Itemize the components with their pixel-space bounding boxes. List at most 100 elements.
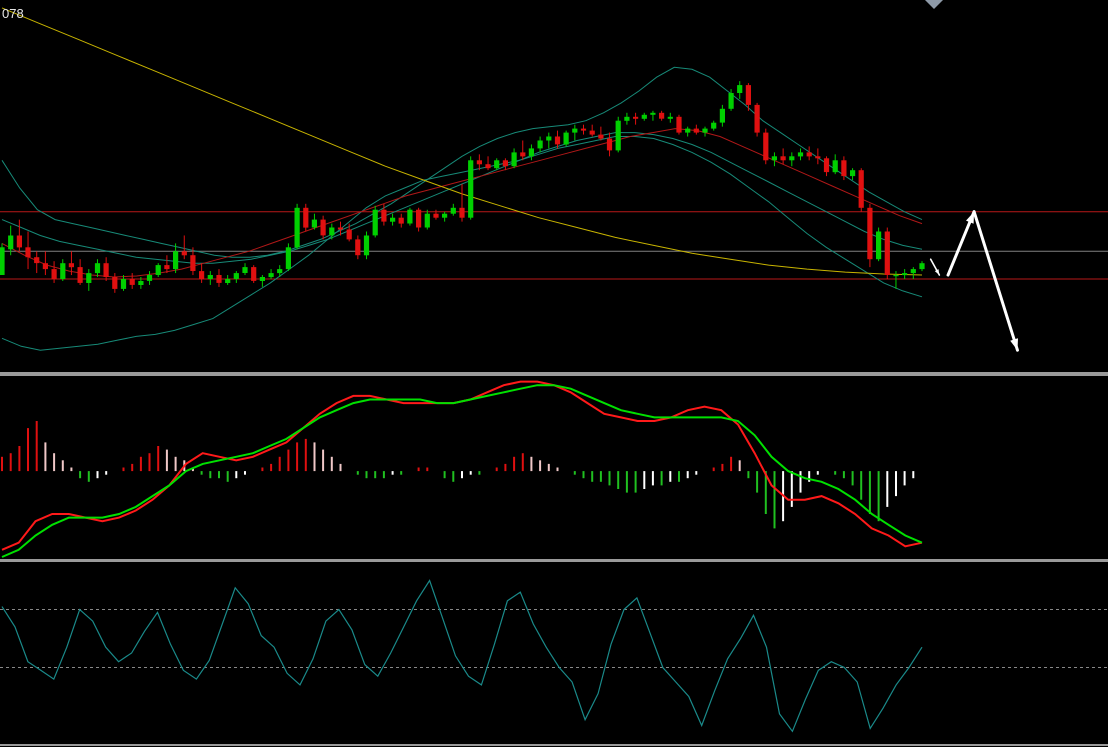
candle-body [103, 263, 109, 277]
candle-body [659, 112, 665, 119]
candle-body [129, 279, 135, 285]
projection-arrowhead-icon [1010, 338, 1018, 351]
bollinger-upper-line [1, 66, 923, 258]
projection-arrows [929, 210, 1019, 352]
candle-body [60, 263, 66, 279]
macd-panel [1, 380, 923, 558]
candle-body [181, 251, 187, 256]
candle-body [858, 170, 864, 208]
candle-body [285, 247, 291, 270]
macd-lines [1, 380, 923, 558]
candle-body [190, 255, 196, 271]
candle-body [537, 140, 543, 149]
candle-body [311, 219, 317, 228]
candle-body [624, 116, 630, 121]
candle-body [416, 209, 422, 228]
candle-body [424, 213, 430, 228]
candle-body [719, 108, 725, 123]
candle-body [641, 114, 647, 119]
candle-body [528, 148, 534, 157]
candle-body [112, 277, 118, 289]
candle-body [554, 136, 561, 145]
candle-body [320, 219, 326, 236]
candlestick-series [0, 81, 925, 293]
candle-body [372, 209, 378, 236]
projection-arrowhead-icon [934, 269, 940, 276]
oscillator-series-line [1, 579, 923, 733]
candle-body [685, 128, 691, 133]
candle-body [546, 136, 552, 141]
candle-body [763, 132, 769, 161]
candle-body [407, 209, 413, 224]
candle-body [494, 160, 500, 169]
candle-body [771, 156, 777, 161]
candle-body [520, 152, 526, 157]
candle-body [745, 85, 751, 105]
price-label: 078 [2, 6, 24, 21]
candle-body [225, 279, 231, 283]
candle-body [902, 273, 908, 276]
candle-body [268, 273, 274, 278]
candle-body [459, 207, 465, 218]
candle-body [94, 263, 101, 274]
candle-body [138, 281, 144, 285]
candle-body [754, 104, 760, 133]
candle-body [8, 235, 14, 250]
candle-body [173, 251, 179, 270]
candle-body [294, 207, 300, 248]
candle-body [633, 116, 639, 119]
candle-body [789, 156, 795, 161]
price-panel: 078 [0, 0, 1108, 352]
candle-body [86, 273, 92, 283]
candle-body [806, 152, 812, 157]
candle-body [563, 132, 569, 145]
oscillator-line [1, 579, 923, 733]
candle-body [884, 231, 890, 275]
projection-arrow-segment [946, 210, 976, 277]
candle-body [442, 213, 448, 218]
candle-body [737, 85, 743, 93]
candle-body [381, 209, 387, 222]
candle-body [606, 138, 613, 151]
candle-body [511, 152, 517, 167]
candle-body [667, 116, 673, 119]
candle-body [242, 267, 248, 273]
price-marker-icon[interactable] [925, 0, 943, 9]
panel-divider-macd[interactable] [0, 372, 1108, 376]
candle-body [363, 235, 370, 256]
candle-body [16, 235, 22, 248]
candle-body [216, 275, 222, 283]
candle-body [485, 164, 491, 169]
candle-body [693, 128, 699, 133]
candle-body [233, 273, 239, 279]
oscillator-levels [0, 609, 1108, 668]
candle-body [728, 93, 734, 109]
candle-body [476, 160, 482, 165]
bollinger-mid-line [1, 132, 923, 264]
candle-body [51, 269, 57, 279]
macd-histogram [1, 421, 915, 529]
macd-slow-line [1, 384, 923, 558]
projection-arrowhead-icon [966, 211, 975, 224]
candle-body [598, 134, 604, 139]
candle-body [164, 265, 170, 270]
candle-body [502, 160, 508, 167]
oscillator-panel [0, 579, 1108, 733]
candle-body [337, 227, 344, 230]
candle-body [42, 263, 48, 270]
candle-body [615, 120, 621, 151]
candle-body [823, 158, 830, 173]
candle-body [650, 112, 656, 115]
candle-body [329, 227, 335, 236]
candle-body [259, 277, 265, 281]
candle-body [303, 207, 309, 228]
candle-body [146, 275, 153, 281]
candle-body [199, 271, 205, 279]
bollinger-lower-line [1, 136, 923, 351]
candle-body [867, 207, 873, 260]
candle-body [433, 213, 439, 218]
panel-divider-oscillator[interactable] [0, 559, 1108, 562]
candle-body [450, 207, 456, 214]
candle-body [910, 269, 916, 274]
candle-body [68, 263, 74, 268]
